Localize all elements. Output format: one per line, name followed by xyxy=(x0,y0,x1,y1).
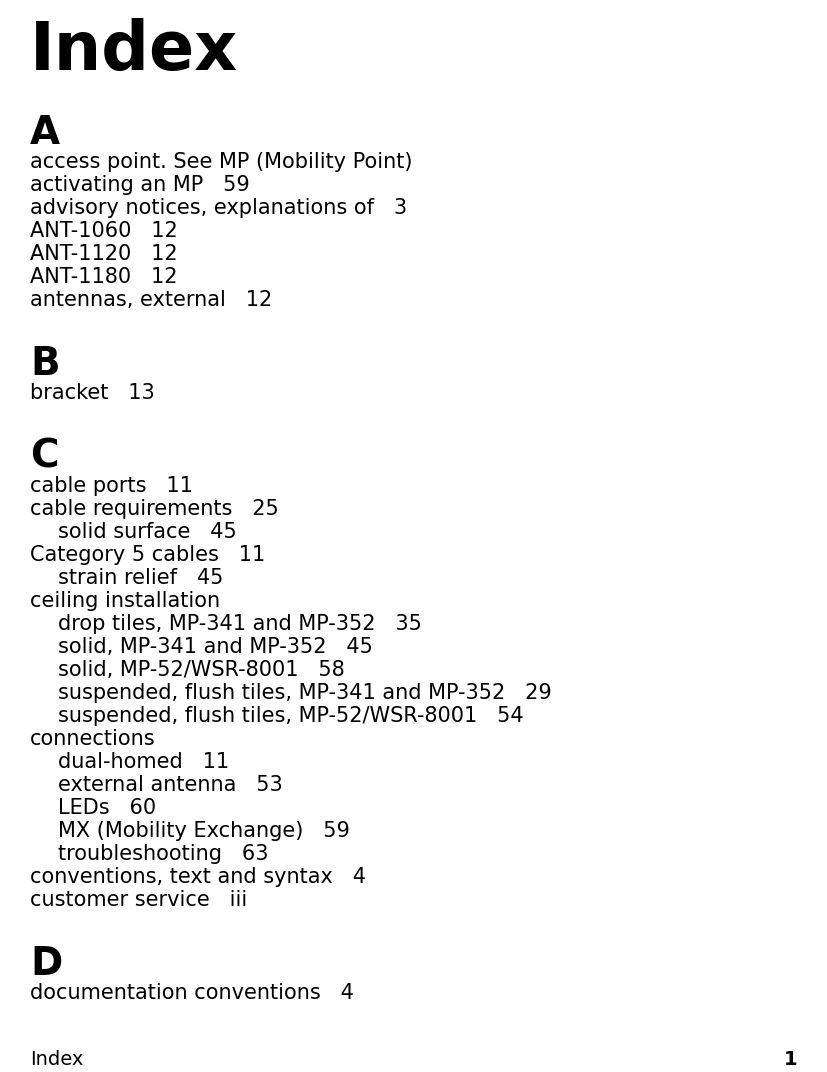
Text: connections: connections xyxy=(30,729,155,749)
Text: MX (Mobility Exchange)   59: MX (Mobility Exchange) 59 xyxy=(58,821,350,842)
Text: Index: Index xyxy=(30,18,238,84)
Text: Category 5 cables   11: Category 5 cables 11 xyxy=(30,545,265,565)
Text: documentation conventions   4: documentation conventions 4 xyxy=(30,983,354,1003)
Text: drop tiles, MP-341 and MP-352   35: drop tiles, MP-341 and MP-352 35 xyxy=(58,614,422,634)
Text: antennas, external   12: antennas, external 12 xyxy=(30,291,272,310)
Text: advisory notices, explanations of   3: advisory notices, explanations of 3 xyxy=(30,198,407,218)
Text: ceiling installation: ceiling installation xyxy=(30,591,220,611)
Text: solid, MP-341 and MP-352   45: solid, MP-341 and MP-352 45 xyxy=(58,637,373,657)
Text: conventions, text and syntax   4: conventions, text and syntax 4 xyxy=(30,867,366,887)
Text: Index: Index xyxy=(30,1049,84,1069)
Text: strain relief   45: strain relief 45 xyxy=(58,568,223,589)
Text: suspended, flush tiles, MP-52/WSR-8001   54: suspended, flush tiles, MP-52/WSR-8001 5… xyxy=(58,706,523,726)
Text: LEDs   60: LEDs 60 xyxy=(58,798,156,818)
Text: ANT-1060   12: ANT-1060 12 xyxy=(30,221,178,241)
Text: 1: 1 xyxy=(783,1049,797,1069)
Text: customer service   iii: customer service iii xyxy=(30,890,247,910)
Text: solid, MP-52/WSR-8001   58: solid, MP-52/WSR-8001 58 xyxy=(58,660,345,680)
Text: D: D xyxy=(30,946,62,983)
Text: ANT-1120   12: ANT-1120 12 xyxy=(30,244,178,264)
Text: external antenna   53: external antenna 53 xyxy=(58,775,283,795)
Text: B: B xyxy=(30,345,60,383)
Text: cable requirements   25: cable requirements 25 xyxy=(30,498,279,519)
Text: cable ports   11: cable ports 11 xyxy=(30,476,193,496)
Text: dual-homed   11: dual-homed 11 xyxy=(58,751,229,772)
Text: activating an MP   59: activating an MP 59 xyxy=(30,175,250,195)
Text: A: A xyxy=(30,114,60,152)
Text: access point. See MP (Mobility Point): access point. See MP (Mobility Point) xyxy=(30,152,413,172)
Text: troubleshooting   63: troubleshooting 63 xyxy=(58,844,269,864)
Text: suspended, flush tiles, MP-341 and MP-352   29: suspended, flush tiles, MP-341 and MP-35… xyxy=(58,683,552,703)
Text: ANT-1180   12: ANT-1180 12 xyxy=(30,267,178,287)
Text: C: C xyxy=(30,438,59,476)
Text: bracket   13: bracket 13 xyxy=(30,383,155,403)
Text: solid surface   45: solid surface 45 xyxy=(58,522,237,542)
